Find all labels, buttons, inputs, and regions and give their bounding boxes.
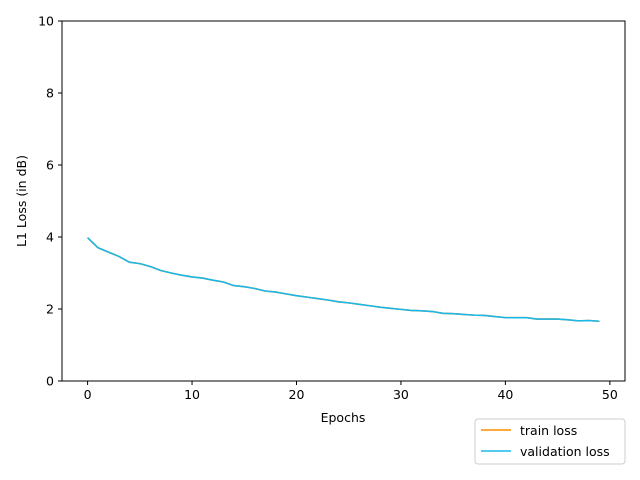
x-tick-label: 30 <box>393 387 409 402</box>
y-tick-label: 8 <box>46 86 54 101</box>
series-line-validation-loss <box>87 237 600 323</box>
y-tick-label: 0 <box>46 374 54 389</box>
legend-box <box>474 418 626 465</box>
x-axis-ticks: 0 10 20 30 40 50 <box>84 381 618 402</box>
x-tick-label: 40 <box>497 387 513 402</box>
legend-label-validation-loss: validation loss <box>520 444 610 459</box>
y-tick-label: 4 <box>46 230 54 245</box>
axes-frame <box>61 20 626 382</box>
x-tick-label: 20 <box>289 387 305 402</box>
y-tick-label: 2 <box>46 302 54 317</box>
y-axis-ticks: 0 2 4 6 8 10 <box>38 14 62 389</box>
x-tick-label: 0 <box>84 387 92 402</box>
y-tick-label: 6 <box>46 158 54 173</box>
x-tick-label: 10 <box>184 387 200 402</box>
plot-area <box>87 237 600 323</box>
y-axis-label: L1 Loss (in dB) <box>14 155 29 247</box>
x-tick-label: 50 <box>602 387 618 402</box>
y-tick-label: 10 <box>38 14 54 29</box>
legend-label-train-loss: train loss <box>520 423 577 438</box>
legend: train loss validation loss <box>474 418 626 465</box>
x-axis-label: Epochs <box>321 410 366 425</box>
series-line-train-loss <box>87 237 600 323</box>
